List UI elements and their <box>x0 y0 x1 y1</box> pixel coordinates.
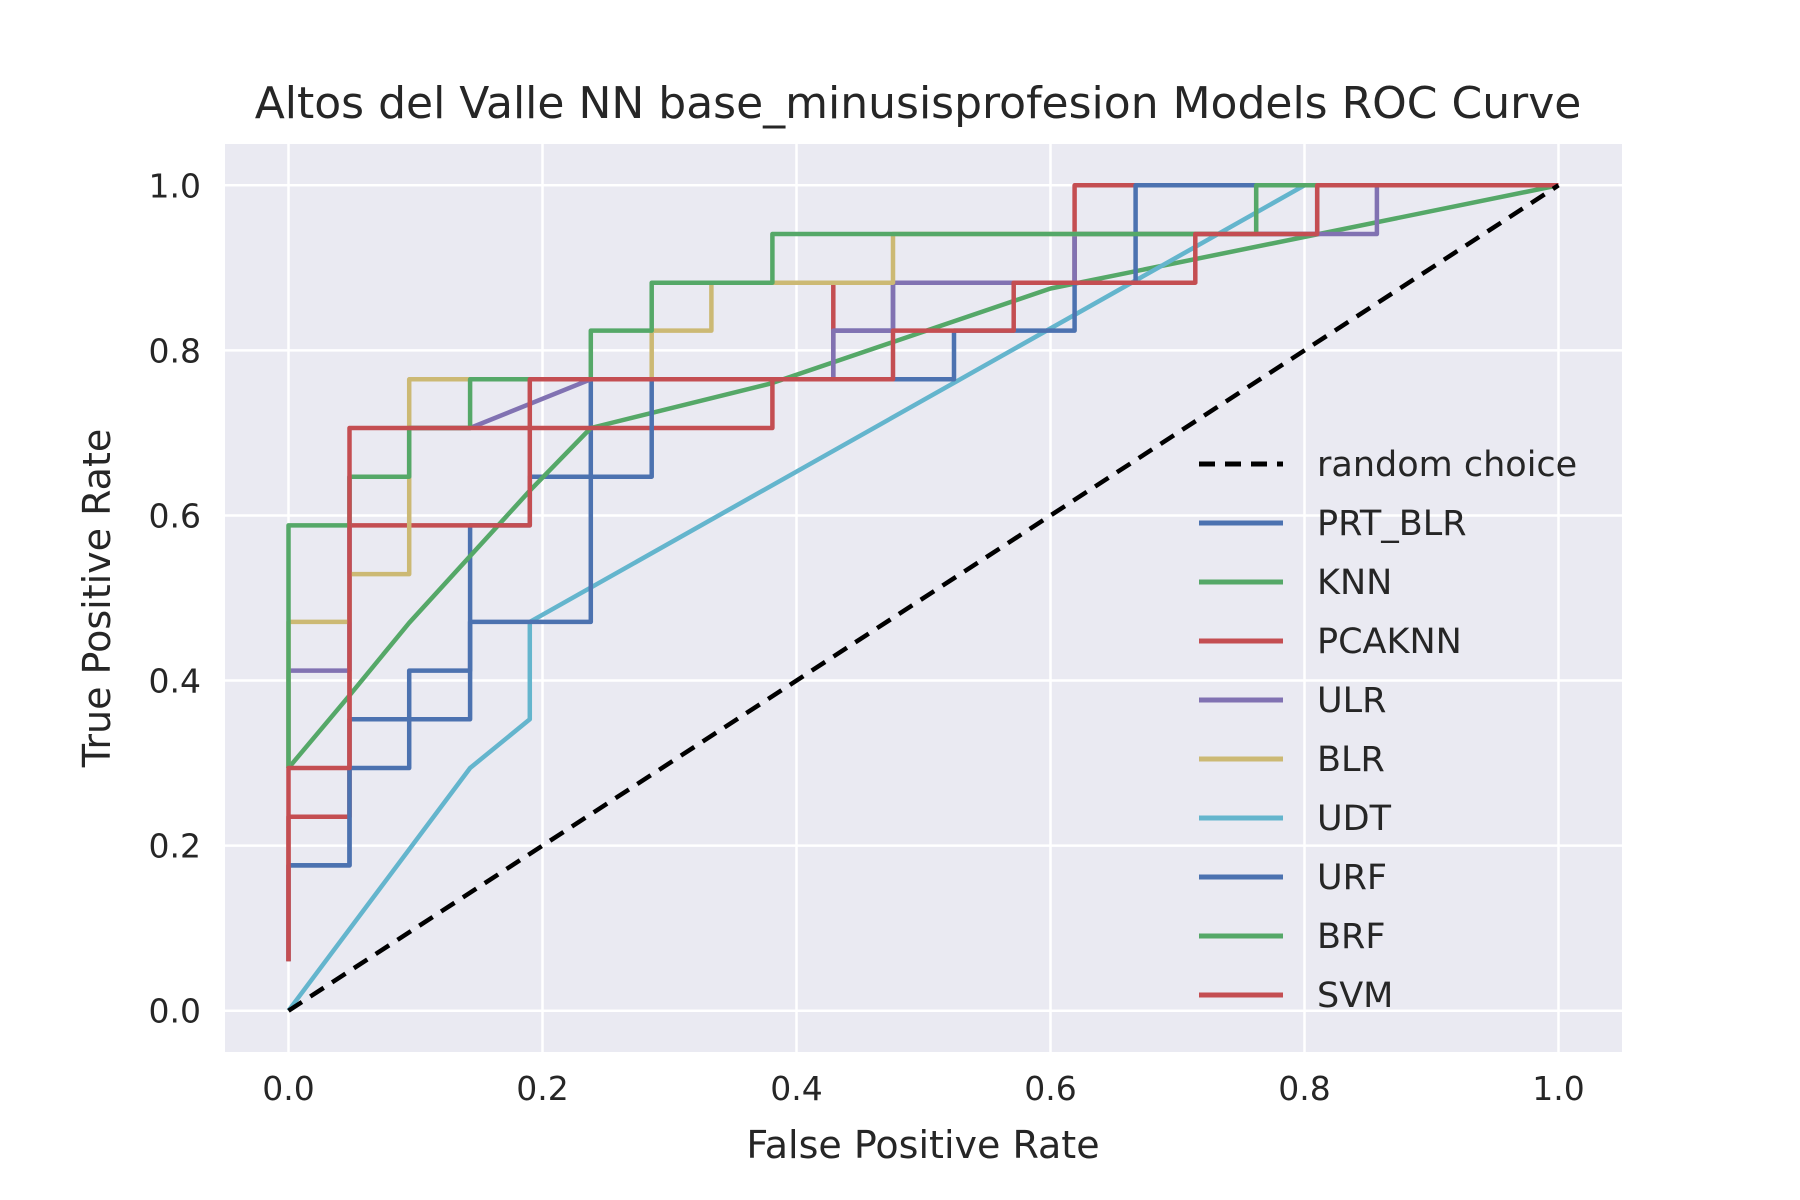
y-tick-label: 0.0 <box>149 992 201 1031</box>
series-line-knn <box>286 183 1559 770</box>
legend-label-urf: URF <box>1317 858 1387 898</box>
x-axis-label: False Positive Rate <box>746 1123 1099 1167</box>
chart-title: Altos del Valle NN base_minusisprofesion… <box>255 78 1582 129</box>
legend-label-ulr: ULR <box>1317 681 1386 721</box>
series-line-random-choice <box>287 183 1560 1013</box>
legend-label-pcaknn: PCAKNN <box>1317 622 1462 662</box>
series-lines <box>286 183 1560 1013</box>
series-line-svm <box>286 183 1559 962</box>
legend-label-prt-blr: PRT_BLR <box>1317 504 1467 544</box>
x-tick-label: 1.0 <box>1532 1069 1584 1108</box>
y-tick-label: 0.8 <box>149 331 201 370</box>
legend-label-blr: BLR <box>1317 740 1385 780</box>
y-tick-labels: 0.0 0.2 0.4 0.6 0.8 1.0 <box>149 166 201 1030</box>
y-tick-label: 0.2 <box>149 827 201 866</box>
x-tick-label: 0.8 <box>1278 1069 1330 1108</box>
grid-lines <box>225 144 1622 1052</box>
legend-label-knn: KNN <box>1317 563 1392 603</box>
x-tick-label: 0.6 <box>1024 1069 1076 1108</box>
legend: random choice PRT_BLR KNN PCAKNN ULR BLR UDT UR… <box>1199 445 1577 1016</box>
y-tick-label: 0.6 <box>149 496 201 535</box>
legend-label-brf: BRF <box>1317 917 1385 957</box>
y-tick-label: 1.0 <box>149 166 201 205</box>
legend-label-udt: UDT <box>1317 799 1392 839</box>
x-tick-labels: 0.0 0.2 0.4 0.6 0.8 1.0 <box>262 1069 1584 1108</box>
x-tick-label: 0.0 <box>262 1069 314 1108</box>
legend-label-svm: SVM <box>1317 976 1393 1016</box>
legend-label-random-choice: random choice <box>1317 445 1577 485</box>
y-axis-label: True Positive Rate <box>75 429 119 769</box>
y-tick-label: 0.4 <box>149 662 201 701</box>
x-tick-label: 0.4 <box>770 1069 822 1108</box>
x-tick-label: 0.2 <box>516 1069 568 1108</box>
